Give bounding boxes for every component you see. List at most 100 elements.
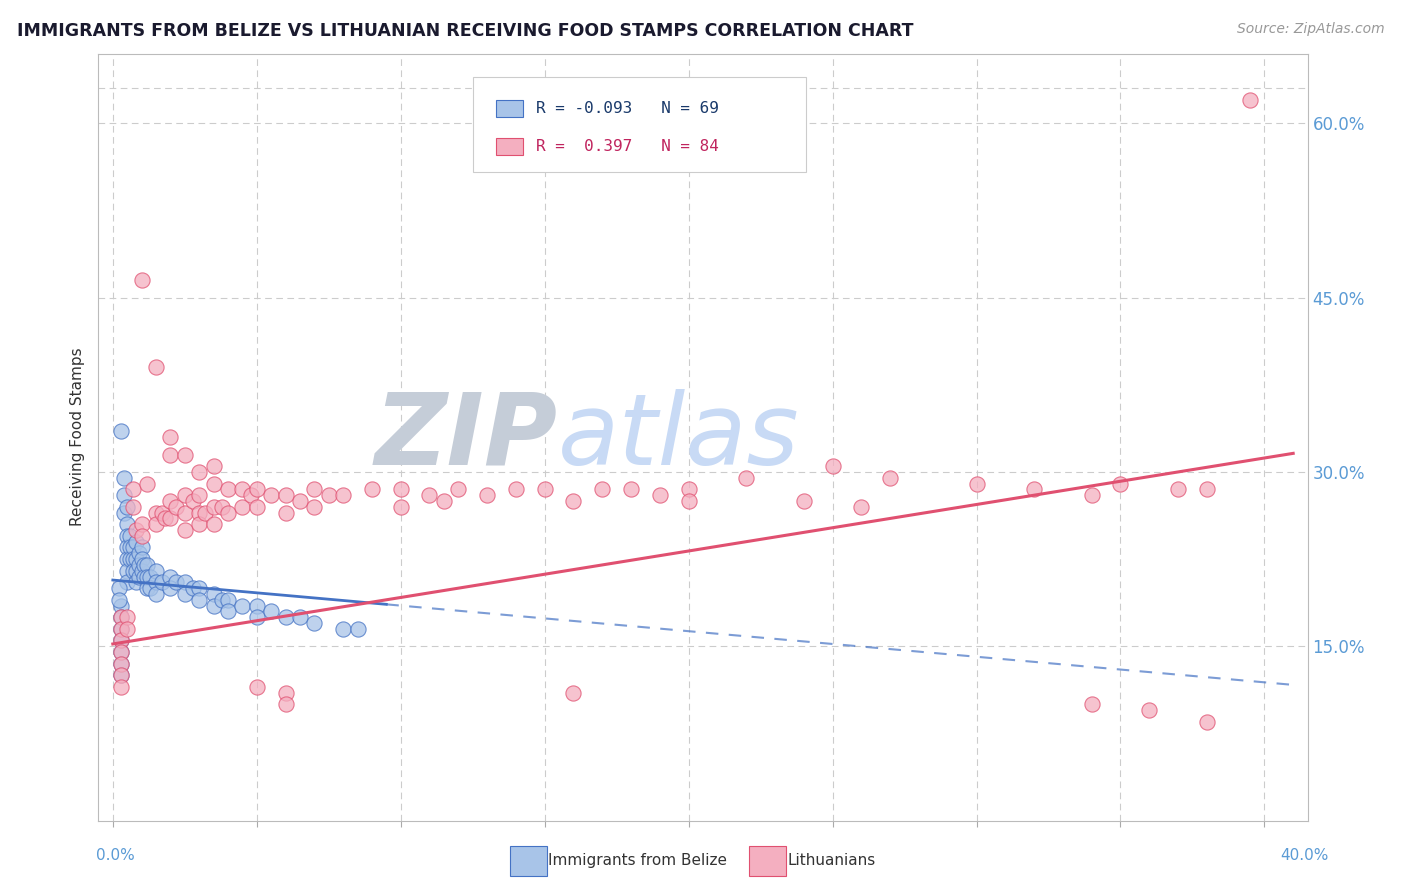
Point: [318, 488, 340, 502]
Point: [821, 459, 844, 474]
Point: [136, 558, 159, 572]
Text: atlas: atlas: [558, 389, 800, 485]
Point: [211, 500, 233, 514]
Point: [217, 483, 239, 497]
Point: [131, 273, 153, 287]
Point: [246, 680, 269, 694]
Point: [110, 424, 132, 438]
Point: [125, 564, 148, 578]
Point: [217, 592, 239, 607]
Point: [165, 500, 187, 514]
Point: [112, 471, 135, 485]
Point: [120, 541, 142, 555]
Point: [110, 599, 132, 613]
Point: [1195, 483, 1218, 497]
Point: [128, 558, 150, 572]
Point: [1022, 483, 1045, 497]
Point: [110, 657, 132, 671]
Point: [1080, 488, 1102, 502]
Point: [150, 575, 173, 590]
Point: [110, 645, 132, 659]
Point: [202, 517, 225, 532]
Point: [136, 476, 159, 491]
Text: Lithuanians: Lithuanians: [787, 854, 876, 868]
Point: [134, 558, 156, 572]
Point: [1109, 476, 1132, 491]
Text: R = -0.093   N = 69: R = -0.093 N = 69: [536, 101, 718, 116]
Point: [240, 488, 263, 502]
Point: [274, 686, 297, 700]
Point: [304, 615, 326, 630]
Point: [115, 529, 138, 543]
Point: [211, 592, 233, 607]
Point: [173, 448, 195, 462]
Point: [110, 622, 132, 636]
Point: [145, 360, 167, 375]
Point: [115, 575, 138, 590]
Point: [128, 569, 150, 583]
Point: [433, 494, 456, 508]
Point: [274, 698, 297, 712]
Point: [173, 575, 195, 590]
Point: [851, 500, 873, 514]
Point: [122, 483, 145, 497]
Y-axis label: Receiving Food Stamps: Receiving Food Stamps: [69, 348, 84, 526]
Point: [332, 488, 354, 502]
Point: [188, 517, 211, 532]
FancyBboxPatch shape: [496, 100, 523, 117]
Point: [153, 511, 176, 525]
FancyBboxPatch shape: [474, 77, 806, 172]
Point: [475, 488, 498, 502]
Point: [505, 483, 527, 497]
Point: [110, 633, 132, 648]
Point: [879, 471, 901, 485]
Point: [260, 604, 283, 618]
Point: [107, 592, 129, 607]
Point: [122, 552, 145, 566]
Point: [165, 575, 187, 590]
Point: [159, 511, 181, 525]
Point: [288, 494, 311, 508]
Point: [231, 599, 253, 613]
Point: [246, 599, 269, 613]
Point: [735, 471, 758, 485]
Point: [159, 494, 181, 508]
Point: [131, 529, 153, 543]
Point: [125, 534, 148, 549]
Point: [231, 483, 253, 497]
Point: [131, 552, 153, 566]
Point: [159, 448, 181, 462]
Point: [122, 564, 145, 578]
FancyBboxPatch shape: [496, 138, 523, 155]
Point: [202, 599, 225, 613]
Point: [418, 488, 440, 502]
Point: [389, 483, 412, 497]
Point: [125, 523, 148, 537]
Point: [217, 604, 239, 618]
Point: [1167, 483, 1189, 497]
Point: [115, 517, 138, 532]
Point: [183, 494, 205, 508]
Point: [183, 581, 205, 595]
Point: [188, 506, 211, 520]
Point: [125, 552, 148, 566]
Point: [145, 564, 167, 578]
Point: [173, 523, 195, 537]
Point: [122, 541, 145, 555]
Point: [332, 622, 354, 636]
Point: [533, 483, 555, 497]
Point: [246, 500, 269, 514]
Point: [125, 575, 148, 590]
Point: [246, 610, 269, 624]
Text: Immigrants from Belize: Immigrants from Belize: [548, 854, 727, 868]
Point: [389, 500, 412, 514]
Point: [110, 657, 132, 671]
Point: [188, 488, 211, 502]
Point: [115, 622, 138, 636]
Point: [131, 517, 153, 532]
Point: [194, 506, 217, 520]
Point: [966, 476, 988, 491]
Point: [1195, 714, 1218, 729]
Point: [173, 506, 195, 520]
Point: [678, 494, 700, 508]
